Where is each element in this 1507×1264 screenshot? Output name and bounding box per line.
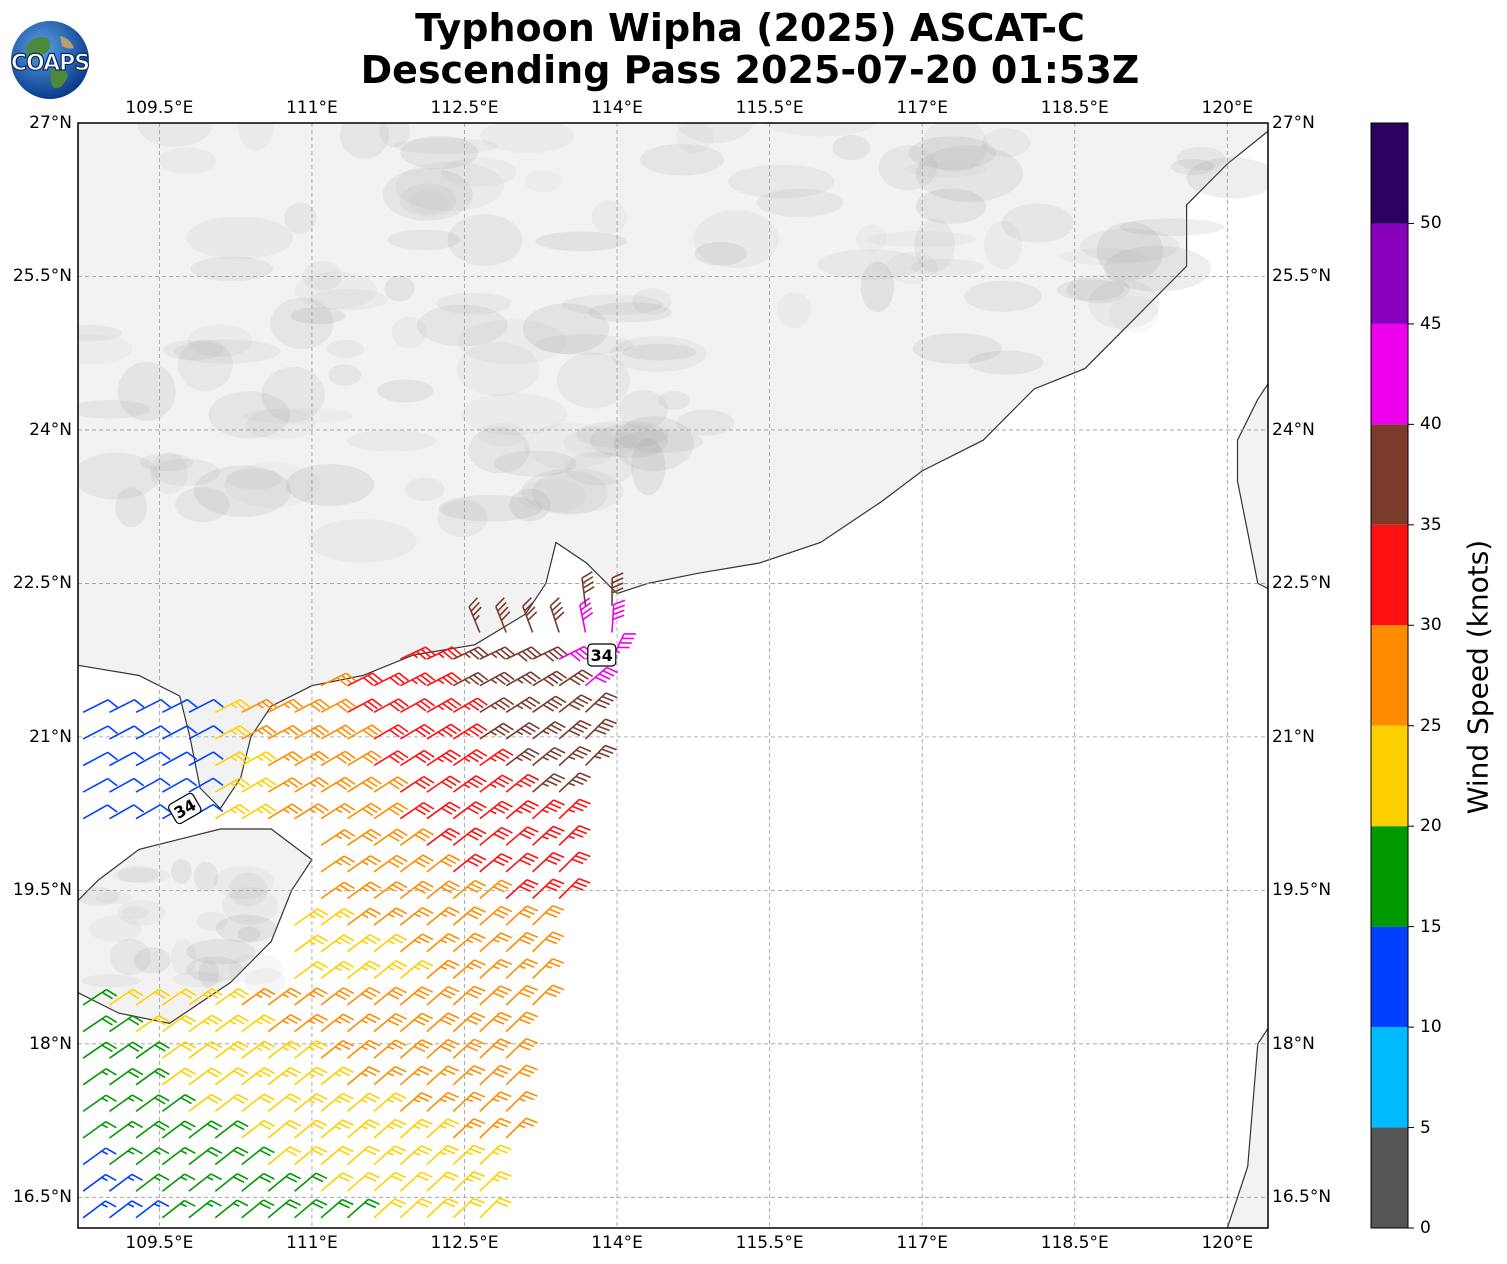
lat-tick-label-right: 25.5°N (1272, 266, 1332, 287)
colorbar-tick-label: 20 (1420, 816, 1442, 837)
lon-tick-label-top: 109.5°E (125, 98, 194, 118)
colorbar-segment (1371, 524, 1408, 626)
colorbar-tick-label: 40 (1420, 414, 1442, 435)
lon-tick-label-top: 112.5°E (430, 98, 499, 118)
colorbar-tick-label: 35 (1420, 514, 1442, 535)
land-relief (78, 123, 1268, 1228)
colorbar-title: Wind Speed (knots) (1461, 539, 1495, 815)
lat-tick-label-left: 21°N (29, 726, 72, 747)
lon-tick-label-top: 120°E (1201, 98, 1254, 118)
lon-tick-label-bottom: 118.5°E (1040, 1233, 1109, 1253)
lat-tick-label-left: 18°N (29, 1033, 72, 1054)
lat-tick-label-right: 19.5°N (1272, 880, 1332, 901)
colorbar-tick-label: 45 (1420, 313, 1442, 334)
lat-tick-label-left: 24°N (29, 419, 72, 440)
colorbar-tick-label: 25 (1420, 715, 1442, 736)
lon-tick-label-top: 114°E (591, 98, 643, 118)
lat-tick-label-right: 21°N (1272, 726, 1315, 747)
lon-tick-label-bottom: 111°E (286, 1233, 338, 1253)
lon-tick-label-top: 118.5°E (1040, 98, 1109, 118)
lat-tick-label-left: 16.5°N (12, 1187, 72, 1208)
logo-text: COAPS (11, 51, 89, 76)
lat-tick-label-right: 27°N (1272, 113, 1315, 133)
lat-tick-label-left: 19.5°N (12, 880, 72, 901)
lat-tick-label-right: 22.5°N (1272, 573, 1332, 594)
map-frame (77, 122, 1269, 1229)
colorbar-segment (1371, 123, 1408, 224)
lat-tick-label-left: 25.5°N (12, 266, 72, 287)
coaps-logo: COAPS (10, 21, 91, 99)
colorbar-segment (1371, 926, 1408, 1028)
lon-tick-label-top: 111°E (286, 98, 338, 118)
colorbar-segment (1371, 323, 1408, 425)
colorbar-segment (1371, 1127, 1408, 1228)
lon-tick-label-top: 115.5°E (735, 98, 804, 118)
lon-tick-label-bottom: 115.5°E (735, 1233, 804, 1253)
lon-tick-label-bottom: 112.5°E (430, 1233, 499, 1253)
lat-tick-label-left: 27°N (29, 113, 72, 133)
lat-tick-label-right: 16.5°N (1272, 1187, 1332, 1208)
colorbar-tick-label: 30 (1420, 615, 1442, 636)
map-title-line1: Typhoon Wipha (2025) ASCAT-C (415, 6, 1085, 50)
gridlines (78, 123, 1268, 1228)
colorbar-tick-label: 50 (1420, 213, 1442, 234)
colorbar-tick-label: 15 (1420, 916, 1442, 937)
lon-tick-label-bottom: 114°E (591, 1233, 643, 1253)
lat-tick-label-right: 24°N (1272, 419, 1315, 440)
colorbar-segment (1371, 725, 1408, 827)
lat-tick-label-right: 18°N (1272, 1033, 1315, 1054)
lon-tick-label-top: 117°E (896, 98, 949, 118)
colorbar-tick-label: 5 (1420, 1117, 1431, 1138)
colorbar-segment (1371, 625, 1408, 726)
colorbar-segment (1371, 223, 1408, 324)
wind-radius-label: 34 (587, 643, 617, 667)
map-title-line2: Descending Pass 2025-07-20 01:53Z (360, 48, 1140, 92)
colorbar-segment (1371, 1027, 1408, 1128)
lon-tick-label-bottom: 109.5°E (125, 1233, 194, 1253)
svg-text:34: 34 (591, 646, 613, 665)
colorbar-tick-label: 10 (1420, 1017, 1442, 1038)
colorbar-segment (1371, 826, 1408, 927)
lon-tick-label-bottom: 117°E (896, 1233, 949, 1253)
lon-tick-label-bottom: 120°E (1201, 1233, 1254, 1253)
colorbar-segment (1371, 424, 1408, 525)
lat-tick-label-left: 22.5°N (12, 573, 72, 594)
colorbar-tick-label: 0 (1420, 1218, 1431, 1238)
